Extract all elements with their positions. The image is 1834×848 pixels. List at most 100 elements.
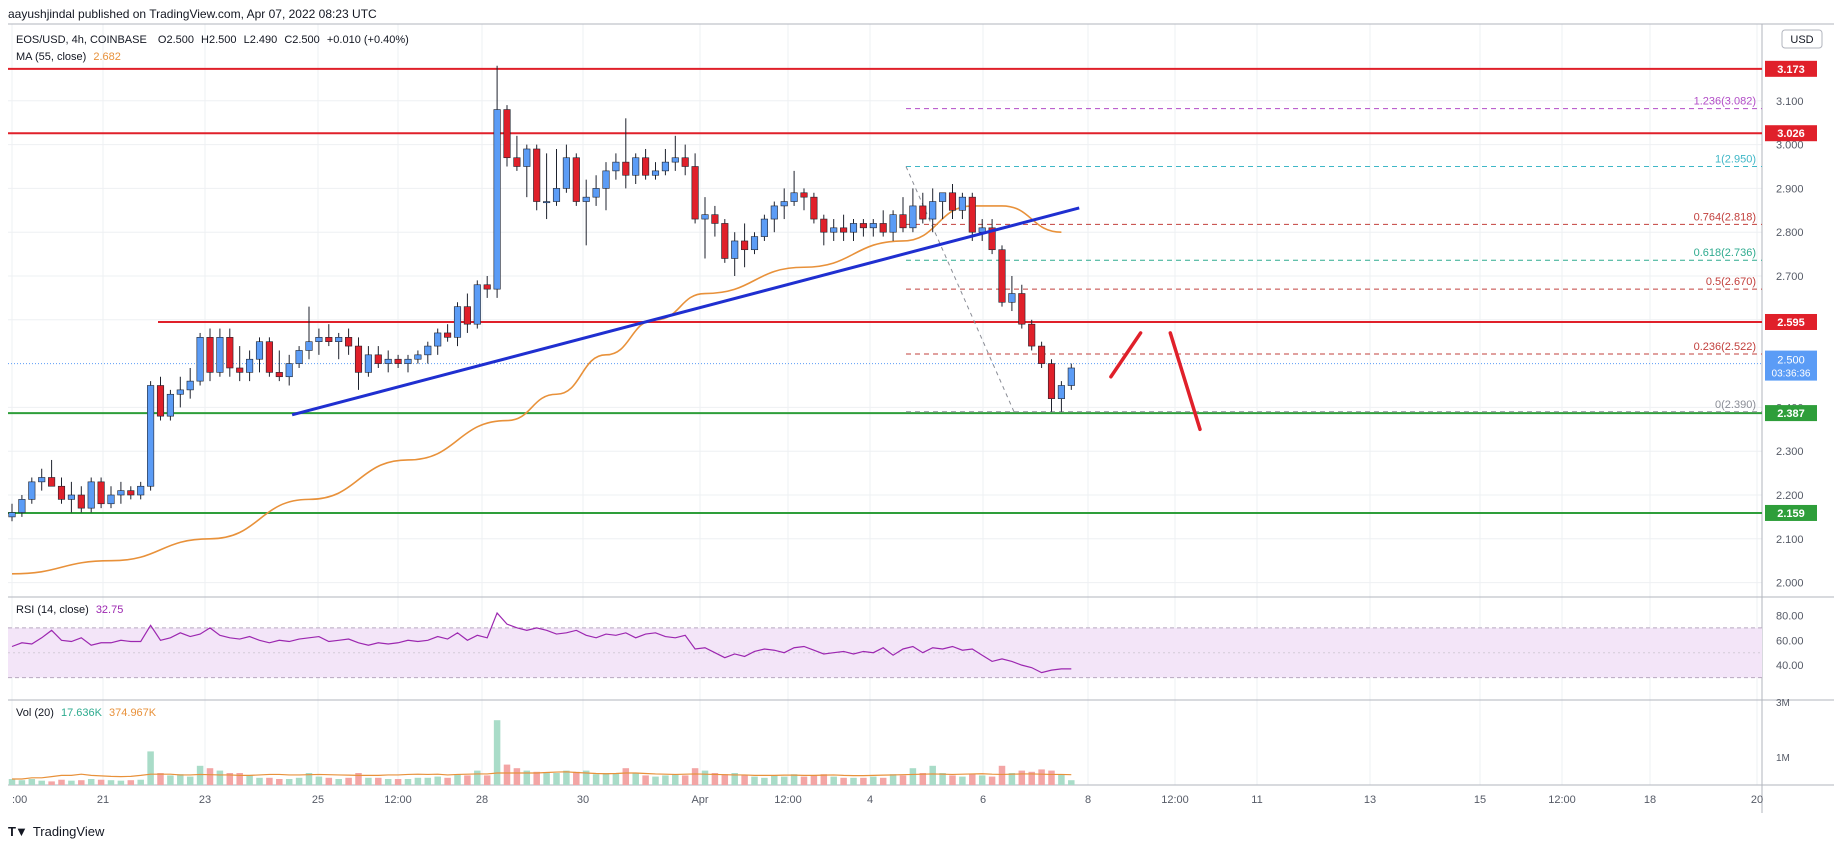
price-axis[interactable]: USD3.1003.0002.9002.8002.7002.6002.4002.… <box>1765 29 1823 764</box>
projection-down-line <box>1168 331 1202 432</box>
time-tick-label: 12:00 <box>1161 794 1189 806</box>
volume-bar <box>1018 770 1026 785</box>
volume-bar <box>345 777 352 785</box>
candle-body <box>38 477 46 483</box>
volume-bar <box>177 774 184 785</box>
candle-body <box>929 201 937 220</box>
candle-body <box>552 188 561 202</box>
candle-body <box>434 332 442 347</box>
volume-bar <box>513 768 521 785</box>
candle-body <box>444 332 452 338</box>
volume-bar <box>929 765 936 785</box>
volume-bar <box>741 775 748 785</box>
projection-up-line <box>1109 331 1143 379</box>
current-price-label: 2.500 <box>1777 355 1805 367</box>
volume-bar <box>18 780 26 785</box>
time-tick-label: 30 <box>577 794 589 806</box>
volume-bar <box>216 770 224 785</box>
volume-bar <box>444 777 451 785</box>
symbol-label[interactable]: EOS/USD, 4h, COINBASE <box>16 34 147 46</box>
candle-body <box>48 477 56 487</box>
volume-bar <box>523 770 531 785</box>
price-tick-label: 3.100 <box>1776 96 1804 108</box>
candle-body <box>582 196 590 202</box>
candle-body <box>57 485 66 500</box>
volume-legend[interactable]: Vol (20) 17.636K 374.967K <box>16 707 156 719</box>
volume-bar <box>820 774 828 785</box>
volume-bar <box>870 776 877 785</box>
volume-bar <box>315 776 323 785</box>
volume-bar <box>978 775 986 785</box>
candle-body <box>473 284 481 325</box>
candle-body <box>1047 363 1056 399</box>
volume-bar <box>879 777 887 785</box>
candle-body <box>364 354 372 373</box>
open-value: O2.500 <box>157 34 194 46</box>
volume-bar <box>652 776 659 785</box>
volume-bar <box>959 776 966 785</box>
volume-bar <box>167 775 174 785</box>
volume-bar <box>998 765 1006 785</box>
rsi-legend[interactable]: RSI (14, close) 32.75 <box>16 604 123 616</box>
volume-bar <box>355 773 362 785</box>
candle-body <box>770 205 778 220</box>
candle-body <box>236 367 244 373</box>
volume-bar <box>503 764 511 785</box>
volume-bar <box>701 770 709 785</box>
level-price-tag <box>1765 504 1817 521</box>
volume-bar <box>672 774 679 785</box>
volume-bar <box>850 777 857 785</box>
volume-bar <box>48 781 55 785</box>
volume-bar <box>691 768 699 785</box>
candle-body <box>919 205 927 220</box>
candle-body <box>305 341 313 351</box>
tradingview-brand[interactable]: T▼ TradingView <box>8 824 104 839</box>
current-price-tag <box>1765 350 1817 381</box>
volume-bar <box>771 775 778 785</box>
volume-bar <box>137 779 144 785</box>
candle-body <box>612 161 620 172</box>
volume-bar <box>751 776 758 785</box>
volume-bar <box>632 773 639 785</box>
currency-label: USD <box>1790 34 1813 46</box>
volume-bar <box>949 775 956 785</box>
volume-bar <box>325 777 333 785</box>
grid <box>8 23 1834 813</box>
candle-body <box>483 284 491 290</box>
candle-body <box>156 385 165 417</box>
candle-body <box>186 380 194 391</box>
volume-bar <box>424 777 432 785</box>
fib-label: 0.5(2.670) <box>1706 276 1756 288</box>
candle-body <box>117 490 125 496</box>
candle-body <box>374 354 382 364</box>
time-tick-label: 20 <box>1751 794 1763 806</box>
ma-legend[interactable]: MA (55, close) 2.682 <box>16 51 121 63</box>
fib-label: 0.236(2.522) <box>1694 341 1756 353</box>
candle-body <box>1038 345 1046 364</box>
time-axis[interactable]: :00 21 23 25 12:00 28 30 Apr 12:00 4 6 8 12:00 11 13 15… <box>12 794 1763 806</box>
volume-bar <box>414 777 422 785</box>
price-tick-label: 2.100 <box>1776 534 1804 546</box>
volume-bar <box>78 780 85 785</box>
volume-bar <box>1048 770 1055 785</box>
candle-body <box>711 214 719 224</box>
volume-bar <box>236 773 243 785</box>
candle-body <box>562 157 570 189</box>
candle-body <box>1028 323 1036 347</box>
time-tick-label: 15 <box>1474 794 1486 806</box>
price-pane <box>8 24 1762 597</box>
level-price-tag <box>1765 125 1817 142</box>
candle-body <box>632 157 640 176</box>
time-tick-label: Apr <box>691 794 708 806</box>
volume-bar <box>226 773 234 785</box>
publish-attribution: aayushjindal published on TradingView.co… <box>8 7 377 21</box>
candle-body <box>107 494 115 505</box>
candle-body <box>275 372 283 378</box>
candle-body <box>206 337 214 373</box>
low-value: L2.490 <box>243 34 278 46</box>
volume-bar <box>246 775 253 785</box>
volume-bar <box>1058 774 1065 785</box>
volume-tick-label: 3M <box>1776 698 1790 709</box>
candle-body <box>879 223 887 233</box>
time-tick-label: 25 <box>312 794 324 806</box>
